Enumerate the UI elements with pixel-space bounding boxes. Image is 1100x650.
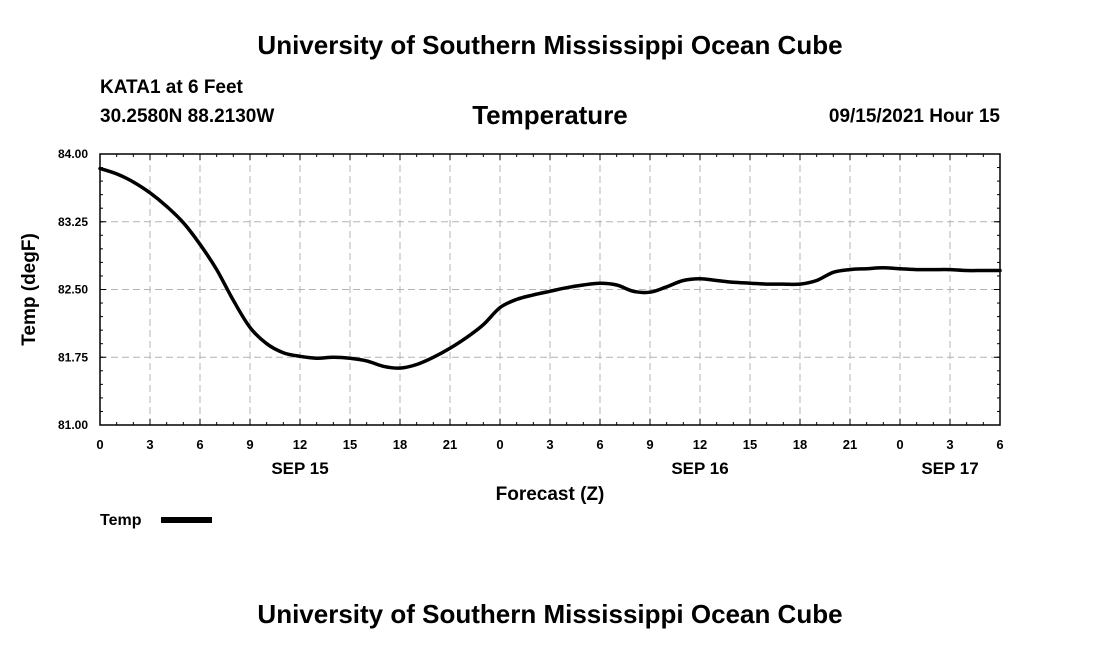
- x-tick-label: 3: [546, 437, 553, 452]
- x-tick-label: 9: [246, 437, 253, 452]
- y-tick-label: 81.75: [58, 350, 88, 364]
- x-tick-label: 15: [743, 437, 757, 452]
- plot-frame: [99, 153, 1001, 426]
- station-coordinates: 30.2580N 88.2130W: [100, 106, 275, 127]
- x-tick-label: 6: [996, 437, 1003, 452]
- x-tick-label: 12: [293, 437, 307, 452]
- x-tick-label: 3: [946, 437, 953, 452]
- y-tick-label: 83.25: [58, 215, 88, 229]
- x-tick-label: 12: [693, 437, 707, 452]
- x-tick-label: 18: [793, 437, 807, 452]
- x-tick-label: 6: [196, 437, 203, 452]
- x-axis-label: Forecast (Z): [496, 484, 605, 505]
- legend-label: Temp: [100, 512, 142, 529]
- day-labels: SEP 15 SEP 16 SEP 17: [271, 459, 978, 478]
- y-tick-label: 81.00: [58, 418, 88, 432]
- chart-title: Temperature: [472, 100, 628, 130]
- x-tick-label: 21: [443, 437, 457, 452]
- x-tick-label: 6: [596, 437, 603, 452]
- grid-lines: [100, 154, 1000, 425]
- y-tick-label: 84.00: [58, 147, 88, 161]
- y-tick-label: 82.50: [58, 283, 88, 297]
- x-tick-labels: 0 3 6 9 12 15 18 21 0 3 6 9 12 15 18 21 0 3 6: [96, 437, 1003, 452]
- station-label: KATA1 at 6 Feet: [100, 77, 243, 98]
- forecast-datetime: 09/15/2021 Hour 15: [828, 106, 1000, 127]
- x-tick-label: 21: [843, 437, 857, 452]
- x-tick-label: 18: [393, 437, 407, 452]
- day-label: SEP 15: [271, 459, 328, 478]
- x-tick-label: 15: [343, 437, 357, 452]
- x-tick-label: 0: [496, 437, 503, 452]
- x-tick-label: 3: [146, 437, 153, 452]
- footer-title: University of Southern Mississippi Ocean…: [257, 599, 843, 629]
- y-axis-label: Temp (degF): [19, 233, 40, 346]
- day-label: SEP 17: [921, 459, 978, 478]
- x-tick-label: 9: [646, 437, 653, 452]
- x-tick-label: 0: [96, 437, 103, 452]
- day-label: SEP 16: [671, 459, 728, 478]
- y-tick-labels: 81.00 81.75 82.50 83.25 84.00: [58, 147, 88, 432]
- temp-series-line: [98, 166, 1002, 370]
- page-title: University of Southern Mississippi Ocean…: [257, 30, 843, 60]
- x-tick-label: 0: [896, 437, 903, 452]
